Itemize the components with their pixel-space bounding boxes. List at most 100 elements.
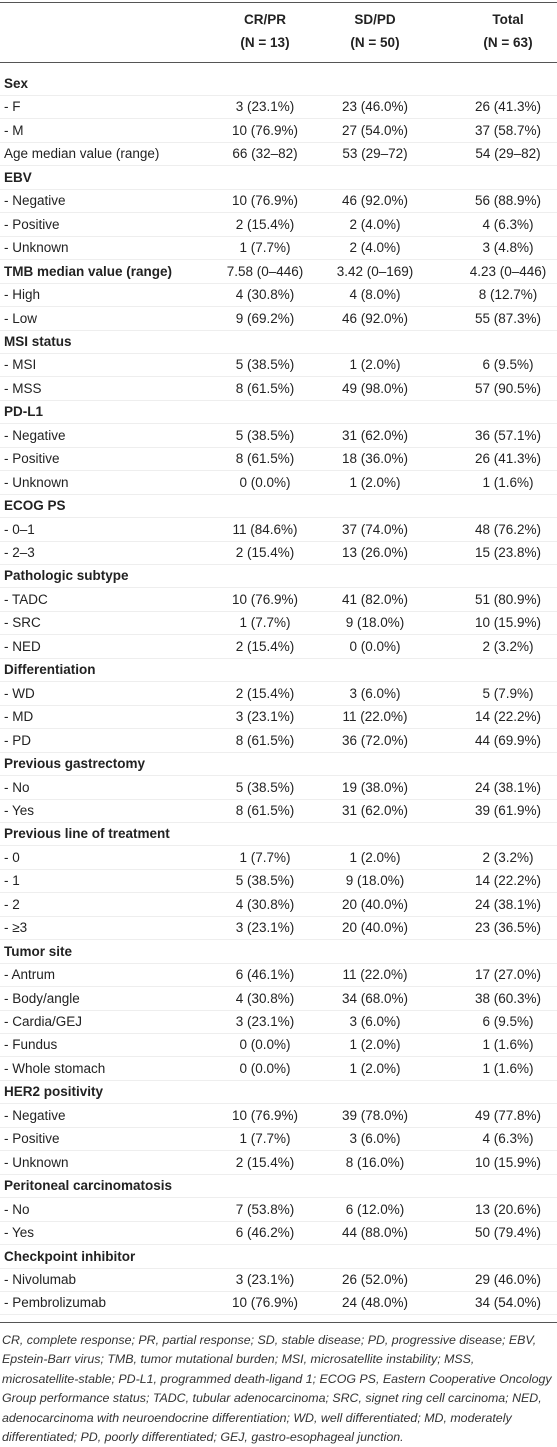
row-separator bbox=[0, 142, 557, 167]
cell-value: 14 (22.2%) bbox=[474, 873, 542, 889]
row-label: - Yes bbox=[4, 802, 35, 818]
cell-value: 1 (7.7%) bbox=[239, 849, 291, 865]
cell-value: 0 (0.0%) bbox=[239, 474, 291, 490]
cell-value: 4 (30.8%) bbox=[235, 990, 295, 1006]
row-separator bbox=[0, 1104, 557, 1128]
cell-value: 4 (6.3%) bbox=[482, 216, 534, 232]
cell-value: 38 (60.3%) bbox=[474, 990, 542, 1006]
row-label: Sex bbox=[4, 76, 29, 91]
cell-value: 10 (76.9%) bbox=[231, 122, 299, 138]
row-label: - Unknown bbox=[4, 240, 69, 256]
cell-value: 6 (12.0%) bbox=[345, 1201, 405, 1217]
row-label: Previous gastrectomy bbox=[4, 756, 146, 772]
row-separator bbox=[0, 1151, 557, 1175]
row-separator bbox=[0, 1198, 557, 1222]
cell-value: 2 (4.0%) bbox=[349, 216, 401, 232]
row-separator bbox=[0, 799, 557, 823]
cell-value: 13 (20.6%) bbox=[474, 1201, 542, 1217]
cell-value: 26 (52.0%) bbox=[341, 1271, 409, 1287]
cell-value: 44 (88.0%) bbox=[341, 1225, 409, 1241]
row-label: - 1 bbox=[4, 873, 20, 889]
cell-value: 8 (61.5%) bbox=[235, 380, 295, 396]
column-header: CR/PR bbox=[243, 12, 286, 27]
row-separator bbox=[0, 963, 557, 988]
cell-value: 34 (54.0%) bbox=[474, 1295, 542, 1311]
cell-value: 29 (46.0%) bbox=[474, 1271, 542, 1287]
cell-value: 8 (61.5%) bbox=[235, 451, 295, 467]
cell-value: 24 (38.1%) bbox=[474, 896, 542, 912]
cell-value: 3 (23.1%) bbox=[235, 709, 295, 725]
cell-value: 11 (22.0%) bbox=[342, 967, 408, 983]
row-label: - NED bbox=[4, 638, 41, 654]
row-label: - Low bbox=[4, 310, 38, 326]
cell-value: 54 (29–82) bbox=[475, 146, 541, 162]
cell-value: 2 (3.2%) bbox=[482, 638, 534, 654]
cell-value: 7.58 (0–446) bbox=[226, 263, 304, 279]
cell-value: 0 (0.0%) bbox=[239, 1060, 291, 1076]
row-label: - ≥3 bbox=[4, 920, 28, 936]
cell-value: 9 (69.2%) bbox=[235, 310, 295, 326]
cell-value: 8 (61.5%) bbox=[235, 802, 295, 818]
cell-value: 3 (23.1%) bbox=[235, 99, 295, 115]
cell-value: 24 (48.0%) bbox=[341, 1295, 409, 1311]
row-label: - PD bbox=[4, 732, 31, 748]
cell-value: 23 (36.5%) bbox=[474, 920, 542, 936]
row-separator bbox=[0, 705, 557, 730]
cell-value: 49 (77.8%) bbox=[474, 1107, 542, 1123]
row-separator bbox=[0, 283, 557, 308]
row-separator bbox=[0, 1010, 557, 1034]
cell-value: 3 (6.0%) bbox=[349, 1014, 401, 1029]
column-header: Total bbox=[492, 12, 524, 27]
cell-value: 9 (18.0%) bbox=[345, 873, 405, 889]
cell-value: 4 (30.8%) bbox=[235, 287, 295, 303]
row-separator bbox=[0, 307, 557, 331]
cell-value: 10 (15.9%) bbox=[474, 615, 542, 631]
column-header: (N = 50) bbox=[350, 35, 400, 50]
row-separator bbox=[0, 987, 557, 1011]
row-label: PD-L1 bbox=[4, 404, 44, 420]
row-separator bbox=[0, 236, 557, 261]
cell-value: 2 (15.4%) bbox=[235, 685, 295, 701]
cell-value: 0 (0.0%) bbox=[349, 638, 401, 654]
row-label: Tumor site bbox=[4, 943, 73, 959]
cell-value: 10 (76.9%) bbox=[231, 1295, 299, 1311]
cell-value: 6 (46.1%) bbox=[235, 967, 295, 983]
row-separator bbox=[0, 400, 557, 425]
row-separator bbox=[0, 1291, 557, 1316]
column-header: SD/PD bbox=[354, 12, 396, 27]
row-label: - F bbox=[4, 99, 21, 115]
row-label: - Cardia/GEJ bbox=[4, 1014, 83, 1029]
cell-value: 6 (9.5%) bbox=[482, 357, 534, 373]
row-label: - MD bbox=[4, 709, 34, 725]
row-label: - High bbox=[4, 287, 41, 303]
cell-value: 37 (58.7%) bbox=[474, 122, 542, 138]
row-separator bbox=[0, 377, 557, 401]
row-separator bbox=[0, 1127, 557, 1152]
cell-value: 37 (74.0%) bbox=[341, 521, 409, 537]
row-label: - TADC bbox=[4, 591, 48, 607]
cell-value: 1 (2.0%) bbox=[349, 1037, 401, 1053]
cell-value: 14 (22.2%) bbox=[474, 709, 542, 725]
cell-value: 20 (40.0%) bbox=[341, 896, 409, 912]
row-label: - Positive bbox=[4, 451, 60, 467]
cell-value: 4 (6.3%) bbox=[482, 1131, 534, 1147]
row-separator bbox=[0, 1080, 557, 1105]
row-label: Peritoneal carcinomatosis bbox=[4, 1178, 173, 1194]
cell-value: 27 (54.0%) bbox=[341, 122, 409, 138]
row-separator bbox=[0, 166, 557, 190]
bottom-rule bbox=[0, 1322, 557, 1323]
cell-value: 66 (32–82) bbox=[232, 146, 298, 162]
row-label: - Fundus bbox=[4, 1037, 58, 1053]
cell-value: 51 (80.9%) bbox=[474, 591, 542, 607]
row-label: - Negative bbox=[4, 427, 66, 443]
row-separator bbox=[0, 95, 557, 120]
cell-value: 2 (4.0%) bbox=[349, 240, 401, 256]
row-label: - SRC bbox=[4, 615, 41, 631]
cell-value: 11 (22.0%) bbox=[342, 709, 408, 725]
cell-value: 1 (7.7%) bbox=[239, 1131, 291, 1147]
cell-value: 36 (57.1%) bbox=[474, 427, 542, 443]
row-label: - No bbox=[4, 779, 30, 795]
row-separator bbox=[0, 260, 557, 284]
cell-value: 3 (6.0%) bbox=[349, 1131, 401, 1147]
cell-value: 46 (92.0%) bbox=[341, 193, 409, 209]
